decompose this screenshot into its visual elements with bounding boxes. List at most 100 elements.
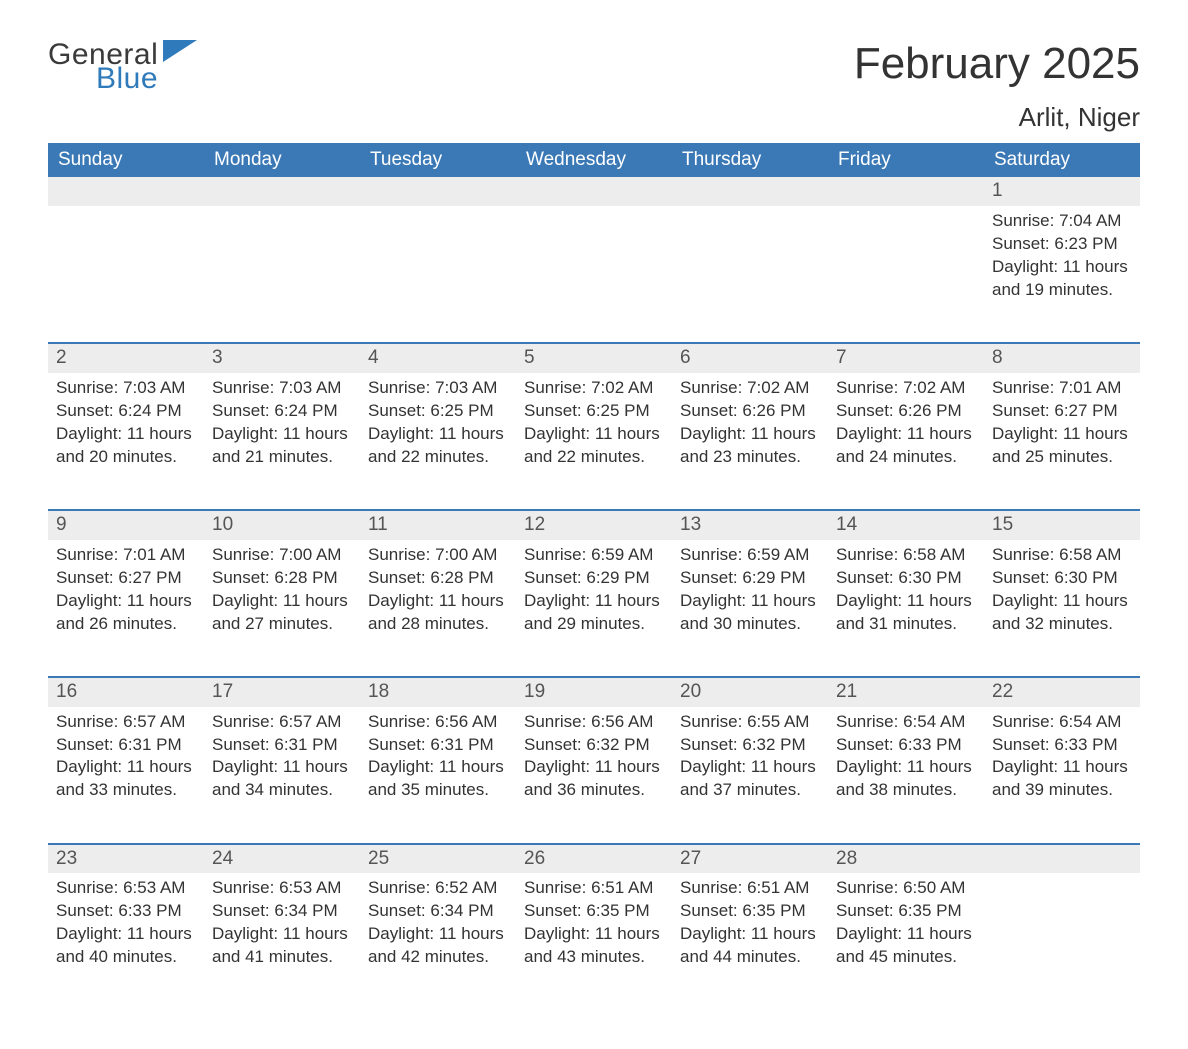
weekday-header-cell: Saturday (984, 143, 1140, 177)
day-cell: Sunrise: 6:51 AMSunset: 6:35 PMDaylight:… (516, 873, 672, 1009)
sunrise-line: Sunrise: 7:03 AM (56, 377, 196, 400)
day-number: 19 (516, 678, 672, 707)
sunset-line: Sunset: 6:30 PM (836, 567, 976, 590)
sunset-line: Sunset: 6:27 PM (56, 567, 196, 590)
day-cell (360, 206, 516, 342)
calendar-page: General Blue February 2025 Arlit, Niger … (0, 0, 1188, 1049)
sunrise-line: Sunrise: 6:51 AM (524, 877, 664, 900)
sunrise-line: Sunrise: 7:01 AM (992, 377, 1132, 400)
day-details: Sunrise: 7:03 AMSunset: 6:24 PMDaylight:… (48, 373, 204, 477)
day-cell: Sunrise: 6:56 AMSunset: 6:32 PMDaylight:… (516, 707, 672, 843)
sunset-line: Sunset: 6:33 PM (992, 734, 1132, 757)
day-cell: Sunrise: 6:58 AMSunset: 6:30 PMDaylight:… (984, 540, 1140, 676)
sunset-line: Sunset: 6:33 PM (836, 734, 976, 757)
sunrise-line: Sunrise: 6:59 AM (524, 544, 664, 567)
daylight-line: Daylight: 11 hours and 35 minutes. (368, 756, 508, 802)
day-number (360, 177, 516, 206)
sunset-line: Sunset: 6:34 PM (368, 900, 508, 923)
day-cell: Sunrise: 6:54 AMSunset: 6:33 PMDaylight:… (984, 707, 1140, 843)
daylight-line: Daylight: 11 hours and 40 minutes. (56, 923, 196, 969)
sunrise-line: Sunrise: 6:54 AM (992, 711, 1132, 734)
daylight-line: Daylight: 11 hours and 34 minutes. (212, 756, 352, 802)
sunrise-line: Sunrise: 7:02 AM (680, 377, 820, 400)
sunset-line: Sunset: 6:24 PM (212, 400, 352, 423)
sunrise-line: Sunrise: 6:53 AM (56, 877, 196, 900)
day-number (828, 177, 984, 206)
sunset-line: Sunset: 6:31 PM (368, 734, 508, 757)
day-cell: Sunrise: 7:00 AMSunset: 6:28 PMDaylight:… (360, 540, 516, 676)
title-block: February 2025 Arlit, Niger (854, 40, 1140, 133)
day-details: Sunrise: 7:02 AMSunset: 6:25 PMDaylight:… (516, 373, 672, 477)
daylight-line: Daylight: 11 hours and 20 minutes. (56, 423, 196, 469)
day-number: 7 (828, 344, 984, 373)
daylight-line: Daylight: 11 hours and 41 minutes. (212, 923, 352, 969)
sunset-line: Sunset: 6:35 PM (680, 900, 820, 923)
sunrise-line: Sunrise: 7:04 AM (992, 210, 1132, 233)
day-details: Sunrise: 6:50 AMSunset: 6:35 PMDaylight:… (828, 873, 984, 977)
day-number: 11 (360, 511, 516, 540)
day-details: Sunrise: 6:53 AMSunset: 6:34 PMDaylight:… (204, 873, 360, 977)
day-number: 6 (672, 344, 828, 373)
day-cell: Sunrise: 6:51 AMSunset: 6:35 PMDaylight:… (672, 873, 828, 1009)
sunset-line: Sunset: 6:23 PM (992, 233, 1132, 256)
daynum-row: 16171819202122 (48, 678, 1140, 707)
daylight-line: Daylight: 11 hours and 21 minutes. (212, 423, 352, 469)
sunset-line: Sunset: 6:30 PM (992, 567, 1132, 590)
day-details: Sunrise: 6:56 AMSunset: 6:31 PMDaylight:… (360, 707, 516, 811)
daylight-line: Daylight: 11 hours and 28 minutes. (368, 590, 508, 636)
daylight-line: Daylight: 11 hours and 26 minutes. (56, 590, 196, 636)
sunrise-line: Sunrise: 6:57 AM (212, 711, 352, 734)
day-details: Sunrise: 7:04 AMSunset: 6:23 PMDaylight:… (984, 206, 1140, 310)
sunset-line: Sunset: 6:34 PM (212, 900, 352, 923)
sunrise-line: Sunrise: 6:57 AM (56, 711, 196, 734)
sunrise-line: Sunrise: 6:53 AM (212, 877, 352, 900)
day-details: Sunrise: 6:58 AMSunset: 6:30 PMDaylight:… (984, 540, 1140, 644)
daylight-line: Daylight: 11 hours and 22 minutes. (524, 423, 664, 469)
day-cell: Sunrise: 7:03 AMSunset: 6:24 PMDaylight:… (204, 373, 360, 509)
daylight-line: Daylight: 11 hours and 30 minutes. (680, 590, 820, 636)
day-cell: Sunrise: 6:57 AMSunset: 6:31 PMDaylight:… (48, 707, 204, 843)
daynum-row: 9101112131415 (48, 511, 1140, 540)
weekday-header: SundayMondayTuesdayWednesdayThursdayFrid… (48, 143, 1140, 177)
day-details: Sunrise: 6:52 AMSunset: 6:34 PMDaylight:… (360, 873, 516, 977)
day-cell: Sunrise: 7:01 AMSunset: 6:27 PMDaylight:… (984, 373, 1140, 509)
daylight-line: Daylight: 11 hours and 36 minutes. (524, 756, 664, 802)
day-number (516, 177, 672, 206)
day-details: Sunrise: 6:56 AMSunset: 6:32 PMDaylight:… (516, 707, 672, 811)
day-cell: Sunrise: 7:02 AMSunset: 6:26 PMDaylight:… (672, 373, 828, 509)
day-details: Sunrise: 6:51 AMSunset: 6:35 PMDaylight:… (516, 873, 672, 977)
brand-word2: Blue (96, 64, 197, 94)
daylight-line: Daylight: 11 hours and 29 minutes. (524, 590, 664, 636)
daylight-line: Daylight: 11 hours and 22 minutes. (368, 423, 508, 469)
day-cell: Sunrise: 6:58 AMSunset: 6:30 PMDaylight:… (828, 540, 984, 676)
day-cell: Sunrise: 6:55 AMSunset: 6:32 PMDaylight:… (672, 707, 828, 843)
day-cell: Sunrise: 7:03 AMSunset: 6:24 PMDaylight:… (48, 373, 204, 509)
day-cell: Sunrise: 6:59 AMSunset: 6:29 PMDaylight:… (516, 540, 672, 676)
daynum-row: 1 (48, 177, 1140, 206)
day-number: 22 (984, 678, 1140, 707)
day-details: Sunrise: 7:02 AMSunset: 6:26 PMDaylight:… (828, 373, 984, 477)
calendar-table: SundayMondayTuesdayWednesdayThursdayFrid… (48, 143, 1140, 1009)
day-number: 18 (360, 678, 516, 707)
daybody-row: Sunrise: 7:03 AMSunset: 6:24 PMDaylight:… (48, 373, 1140, 509)
day-cell: Sunrise: 6:57 AMSunset: 6:31 PMDaylight:… (204, 707, 360, 843)
sunset-line: Sunset: 6:26 PM (836, 400, 976, 423)
daylight-line: Daylight: 11 hours and 27 minutes. (212, 590, 352, 636)
day-number: 13 (672, 511, 828, 540)
day-cell: Sunrise: 6:53 AMSunset: 6:34 PMDaylight:… (204, 873, 360, 1009)
day-details: Sunrise: 6:59 AMSunset: 6:29 PMDaylight:… (516, 540, 672, 644)
daylight-line: Daylight: 11 hours and 25 minutes. (992, 423, 1132, 469)
day-number: 25 (360, 845, 516, 874)
day-cell (48, 206, 204, 342)
daybody-row: Sunrise: 6:53 AMSunset: 6:33 PMDaylight:… (48, 873, 1140, 1009)
location-label: Arlit, Niger (854, 102, 1140, 133)
daylight-line: Daylight: 11 hours and 43 minutes. (524, 923, 664, 969)
day-cell: Sunrise: 6:50 AMSunset: 6:35 PMDaylight:… (828, 873, 984, 1009)
daylight-line: Daylight: 11 hours and 39 minutes. (992, 756, 1132, 802)
day-number: 1 (984, 177, 1140, 206)
daylight-line: Daylight: 11 hours and 42 minutes. (368, 923, 508, 969)
sunrise-line: Sunrise: 6:59 AM (680, 544, 820, 567)
day-cell: Sunrise: 6:59 AMSunset: 6:29 PMDaylight:… (672, 540, 828, 676)
daybody-row: Sunrise: 6:57 AMSunset: 6:31 PMDaylight:… (48, 707, 1140, 843)
weekday-header-cell: Friday (828, 143, 984, 177)
